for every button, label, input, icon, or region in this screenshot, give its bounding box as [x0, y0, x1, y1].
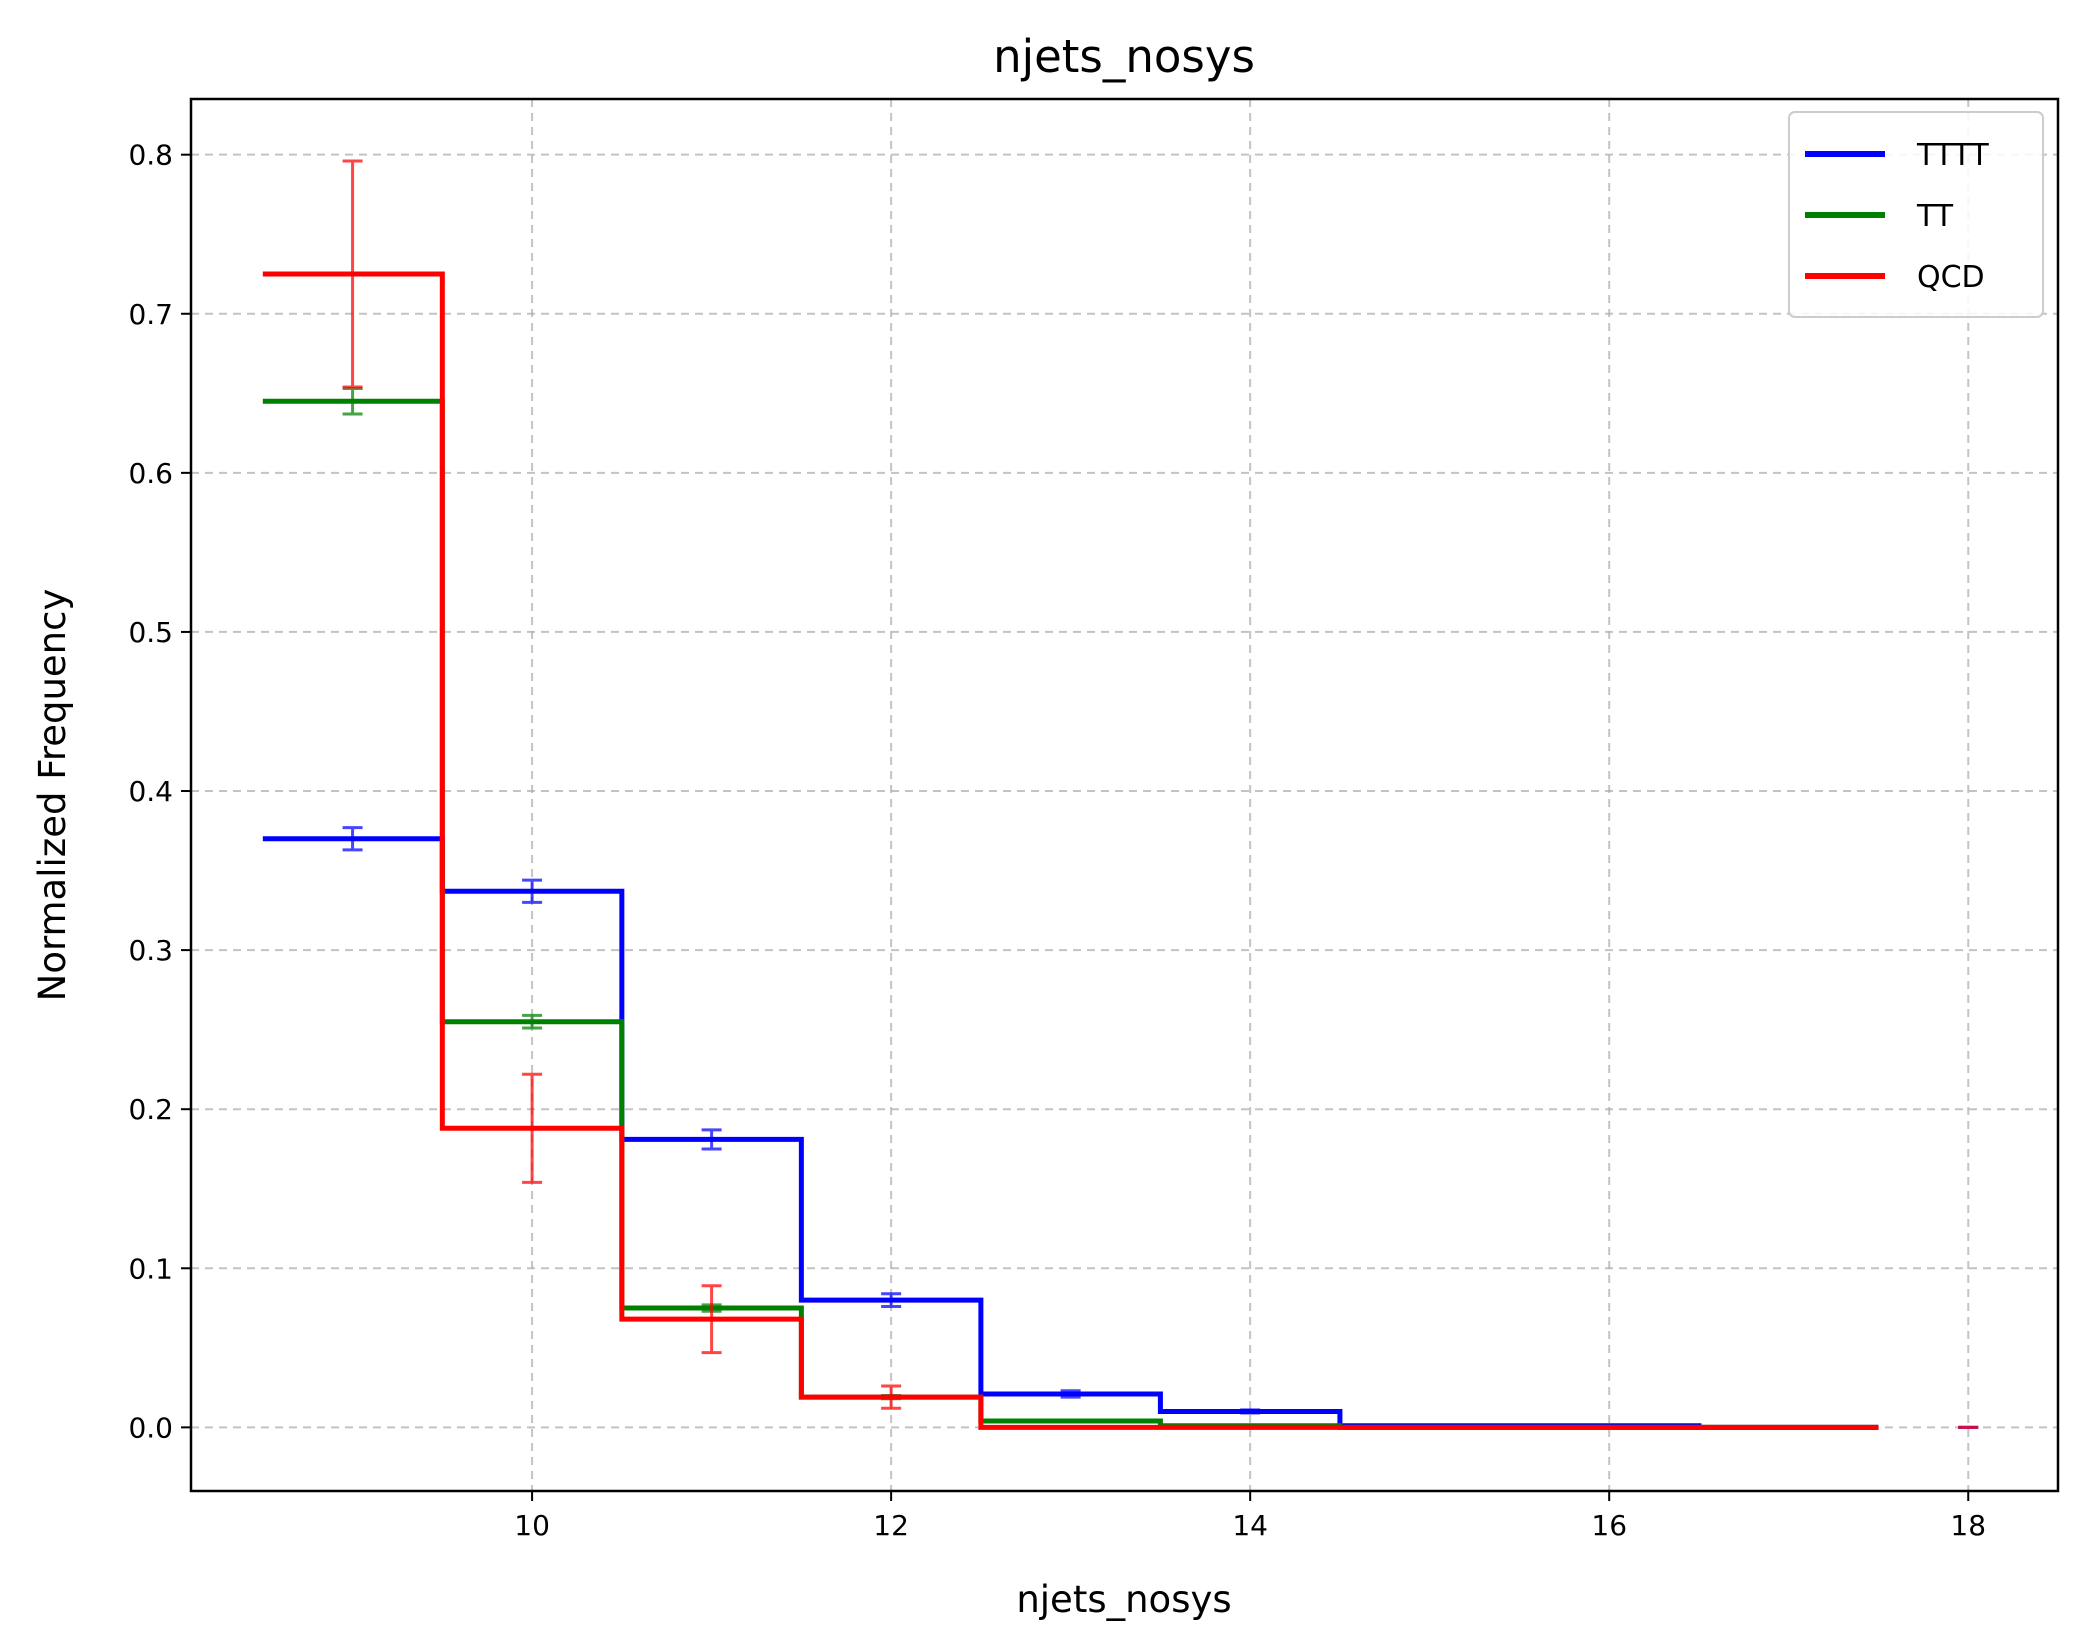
y-tick-label: 0.0 [128, 1411, 173, 1444]
y-tick-label: 0.3 [128, 934, 173, 967]
x-tick-label: 18 [1950, 1509, 1986, 1542]
series-layer [262, 159, 1979, 1430]
legend-label-tt: TT [1916, 199, 1954, 234]
x-axis-label: njets_nosys [1016, 1578, 1231, 1621]
tick-layer: 10 12 14 16 18 0.0 0.1 0.2 0.3 0.4 0.5 0.6 0.7 0.8 [128, 139, 1986, 1542]
plot-frame [189, 97, 2060, 1493]
error-bar-qcd [342, 159, 363, 389]
x-tick-label: 12 [873, 1509, 909, 1542]
error-bar-tt [522, 1013, 543, 1030]
error-bar-tttt [522, 878, 543, 904]
error-bar-qcd [881, 1384, 902, 1410]
error-bar-tttt [1060, 1389, 1081, 1399]
y-tick-label: 0.4 [128, 775, 173, 808]
error-bar-tttt [1240, 1408, 1261, 1415]
y-tick-label: 0.8 [128, 139, 173, 172]
legend-item-tttt: TTTT [1805, 138, 1989, 173]
y-tick-label: 0.7 [128, 298, 173, 331]
legend-label-qcd: QCD [1917, 260, 1985, 295]
legend-box [1788, 111, 2044, 318]
legend-item-tt: TT [1805, 199, 1954, 234]
error-bar-qcd [522, 1072, 543, 1184]
y-axis-label: Normalized Frequency [31, 589, 74, 1002]
chart-title: njets_nosys [993, 30, 1255, 83]
y-tick-label: 0.2 [128, 1093, 173, 1126]
error-bar-tttt [701, 1128, 722, 1151]
error-bar-tt [342, 387, 363, 416]
y-tick-label: 0.5 [128, 616, 173, 649]
legend-label-tttt: TTTT [1916, 138, 1989, 173]
x-tick-label: 14 [1232, 1509, 1268, 1542]
legend-item-qcd: QCD [1805, 260, 1985, 295]
y-tick-label: 0.6 [128, 457, 173, 490]
x-tick-label: 10 [514, 1509, 550, 1542]
y-tick-label: 0.1 [128, 1252, 173, 1285]
error-bar-qcd [701, 1284, 722, 1355]
error-bar-tttt [881, 1292, 902, 1308]
x-tick-label: 16 [1591, 1509, 1627, 1542]
error-bar-tttt [342, 826, 363, 852]
